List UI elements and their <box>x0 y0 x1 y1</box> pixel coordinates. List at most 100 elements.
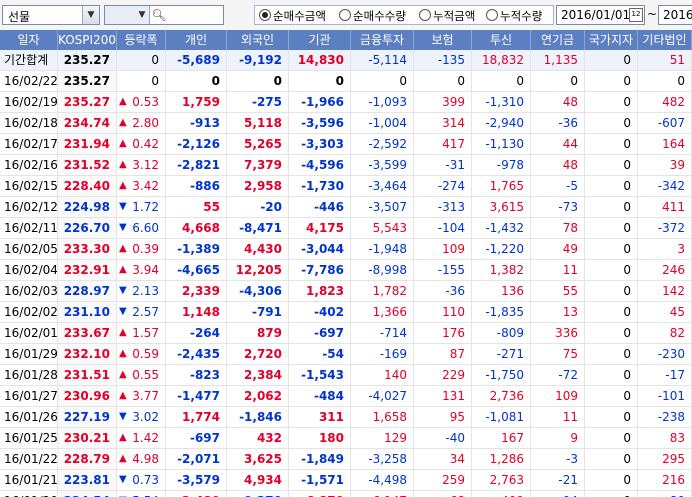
table-row[interactable]: 16/01/28 231.51 ▲ 0.55 -823 2,384 -1,543 140 229… <box>0 365 692 386</box>
radio-cumulative-quantity[interactable]: 누적수량 <box>486 8 542 24</box>
down-triangle-icon: ▼ <box>119 491 127 497</box>
value-cell: 0 <box>585 71 638 91</box>
table-row[interactable]: 기간합계 235.27 0 -5,689 -9,192 14,830 -5,114 -135 1… <box>0 50 692 71</box>
column-header-8[interactable]: 투신 <box>472 30 531 50</box>
value-cell: -714 <box>351 323 414 343</box>
radio-dot-icon <box>339 9 351 21</box>
table-row[interactable]: 16/01/26 227.19 ▼ 3.02 1,774 -1,846 311 1,658 95… <box>0 407 692 428</box>
value-cell: 311 <box>289 407 351 427</box>
date-cell: 16/02/19 <box>0 92 58 112</box>
table-row[interactable]: 16/02/16 231.52 ▲ 3.12 -2,821 7,379 -4,596 -3,5… <box>0 155 692 176</box>
column-header-2[interactable]: 등락폭 <box>117 30 166 50</box>
change-value: 1.72 <box>132 200 159 214</box>
date-to-field[interactable]: 2016/ <box>658 5 692 25</box>
chevron-down-icon[interactable]: ▼ <box>138 10 146 20</box>
value-cell: -1,571 <box>289 470 351 490</box>
calendar-icon[interactable]: 12 <box>629 8 643 22</box>
table-row[interactable]: 16/02/12 224.98 ▼ 1.72 55 -20 -446 -3,507 -313 3,… <box>0 197 692 218</box>
value-cell: -1,750 <box>472 365 531 385</box>
value-cell: -4,027 <box>351 386 414 406</box>
column-header-7[interactable]: 보험 <box>414 30 472 50</box>
value-cell: -80 <box>638 491 692 497</box>
down-triangle-icon: ▼ <box>119 222 127 233</box>
column-header-0[interactable]: 일자 <box>0 30 58 50</box>
table-row[interactable]: 16/02/01 233.67 ▲ 1.57 -264 879 -697 -714 176 -80… <box>0 323 692 344</box>
table-row[interactable]: 16/01/25 230.21 ▲ 1.42 -697 432 180 129 -40 167 9 0… <box>0 428 692 449</box>
table-row[interactable]: 16/02/02 231.10 ▼ 2.57 1,148 -791 -402 1,366 110… <box>0 302 692 323</box>
radio-net-buy-amount[interactable]: 순매수금액 <box>259 8 326 24</box>
value-cell: -5,114 <box>351 50 414 70</box>
change-cell: ▲ 3.94 <box>117 260 166 280</box>
value-cell: -104 <box>414 218 472 238</box>
value-cell: 246 <box>638 260 692 280</box>
column-header-6[interactable]: 금융투자 <box>351 30 414 50</box>
date-from-field[interactable]: 2016/01/01 12 <box>556 5 645 25</box>
value-cell: -101 <box>638 386 692 406</box>
value-cell: 0 <box>351 71 414 91</box>
table-row[interactable]: 16/02/03 228.97 ▼ 2.13 2,339 -4,306 1,823 1,782… <box>0 281 692 302</box>
code-search[interactable]: ▼ 🔍︎ <box>104 5 224 25</box>
change-value: 2.13 <box>132 284 159 298</box>
toolbar: 선물 ▼ ▼ 🔍︎ 순매수금액 순매수수량 누적금액 누적수량 2016/01/… <box>0 0 692 31</box>
code-search-input[interactable] <box>167 6 221 24</box>
value-cell: 0 <box>585 302 638 322</box>
value-cell: 48 <box>531 92 585 112</box>
change-cell: ▼ 3.02 <box>117 407 166 427</box>
kospi200-cell: 226.70 <box>58 218 117 238</box>
chevron-down-icon[interactable]: ▼ <box>82 6 99 24</box>
table-row[interactable]: 16/01/21 223.81 ▼ 0.73 -3,579 4,934 -1,571 -4,4… <box>0 470 692 491</box>
radio-cumulative-amount[interactable]: 누적금액 <box>419 8 475 24</box>
value-cell: 18,832 <box>472 50 531 70</box>
date-cell: 16/02/12 <box>0 197 58 217</box>
value-cell: -1,093 <box>351 92 414 112</box>
table-row[interactable]: 16/02/05 233.30 ▲ 0.39 -1,389 4,430 -3,044 -1,9… <box>0 239 692 260</box>
table-row[interactable]: 16/02/15 228.40 ▲ 3.42 -886 2,958 -1,730 -3,464… <box>0 176 692 197</box>
up-triangle-icon: ▲ <box>119 159 127 170</box>
table-row[interactable]: 16/01/20224.54▼ 5.54 2,480-9,2706,8706,147… <box>0 491 692 497</box>
radio-net-buy-quantity[interactable]: 순매수수량 <box>339 8 406 24</box>
value-cell: 136 <box>472 281 531 301</box>
column-header-9[interactable]: 연기금 <box>531 30 585 50</box>
table-row[interactable]: 16/01/22 228.79 ▲ 4.98 -2,071 3,625 -1,849 -3,2… <box>0 449 692 470</box>
value-cell: -2,821 <box>166 155 227 175</box>
value-cell: 879 <box>227 323 289 343</box>
column-header-4[interactable]: 외국인 <box>227 30 289 50</box>
table-row[interactable]: 16/02/04 232.91 ▲ 3.94 -4,665 12,205 -7,786 -8,… <box>0 260 692 281</box>
value-cell: -8,998 <box>351 260 414 280</box>
value-cell: 164 <box>638 134 692 154</box>
column-header-5[interactable]: 기관 <box>289 30 351 50</box>
value-cell: -342 <box>638 176 692 196</box>
column-header-10[interactable]: 국가지자 <box>585 30 638 50</box>
value-cell: -31 <box>414 155 472 175</box>
value-cell: 0 <box>585 176 638 196</box>
value-cell: -886 <box>166 176 227 196</box>
value-cell: 4,430 <box>227 239 289 259</box>
change-value: 3.12 <box>132 158 159 172</box>
table-row[interactable]: 16/02/17 231.94 ▲ 0.42 -2,126 5,265 -3,303 -2,5… <box>0 134 692 155</box>
column-header-1[interactable]: KOSPI200 <box>58 30 117 50</box>
code-search-dropdown[interactable]: ▼ <box>105 6 150 24</box>
value-cell: 83 <box>638 428 692 448</box>
value-cell: 55 <box>531 281 585 301</box>
search-icon[interactable]: 🔍︎ <box>151 8 167 22</box>
table-row[interactable]: 16/01/29 232.10 ▲ 0.59 -2,435 2,720 -54 -169 87-… <box>0 344 692 365</box>
table-row[interactable]: 16/02/19 235.27 ▲ 0.53 1,759 -275 -1,966 -1,093… <box>0 92 692 113</box>
table-row[interactable]: 16/02/18 234.74 ▲ 2.80 -913 5,118 -3,596 -1,004… <box>0 113 692 134</box>
table-row[interactable]: 16/01/27 230.96 ▲ 3.77 -1,477 2,062 -484 -4,027… <box>0 386 692 407</box>
table-row[interactable]: 16/02/11 226.70 ▼ 6.60 4,668 -8,471 4,175 5,543… <box>0 218 692 239</box>
kospi200-cell: 230.96 <box>58 386 117 406</box>
date-cell: 16/02/02 <box>0 302 58 322</box>
change-value: 0.55 <box>132 368 159 382</box>
column-header-11[interactable]: 기타법인 <box>638 30 692 50</box>
table-row[interactable]: 16/02/22 235.27 0 0 0 0 0 0 0 0 0 0 <box>0 71 692 92</box>
change-cell: 0 <box>117 50 166 70</box>
change-cell: ▲ 3.12 <box>117 155 166 175</box>
change-cell: ▲ 3.42 <box>117 176 166 196</box>
value-cell: -40 <box>414 428 472 448</box>
column-header-3[interactable]: 개인 <box>166 30 227 50</box>
change-value: 0.59 <box>132 347 159 361</box>
value-cell: 0 <box>585 344 638 364</box>
market-select[interactable]: 선물 ▼ <box>2 5 100 25</box>
value-cell: 13 <box>531 302 585 322</box>
value-cell: -697 <box>289 323 351 343</box>
